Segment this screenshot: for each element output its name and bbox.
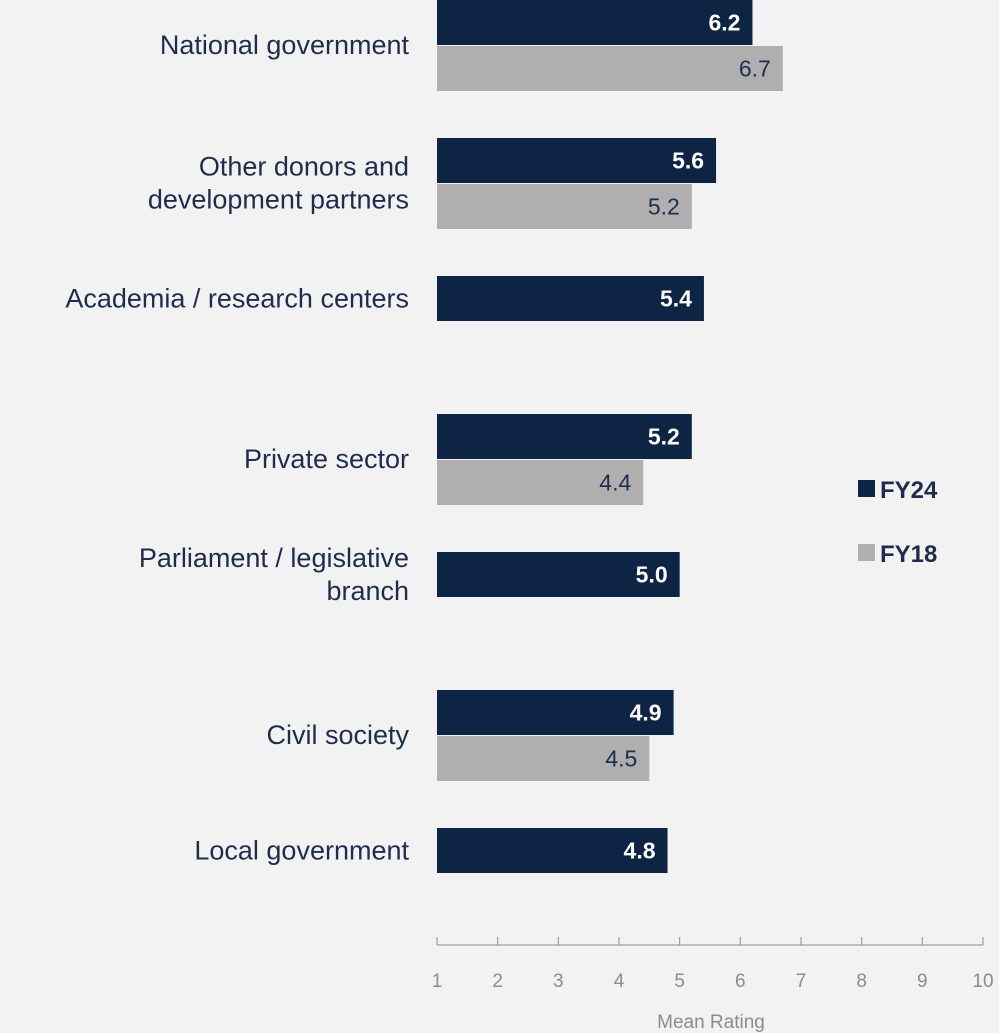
data-label: 5.0 bbox=[636, 562, 668, 588]
data-label: 4.4 bbox=[599, 470, 631, 496]
category-label: Academia / research centers bbox=[65, 284, 409, 314]
data-label: 4.8 bbox=[624, 838, 656, 864]
legend-swatch-fy18 bbox=[858, 544, 875, 561]
legend: FY24 FY18 bbox=[858, 477, 938, 568]
category-label: Private sector bbox=[244, 444, 409, 474]
bar-fy18 bbox=[437, 46, 783, 91]
legend-label-fy18: FY18 bbox=[880, 541, 937, 568]
bar-fy18 bbox=[437, 736, 650, 781]
x-tick-label: 8 bbox=[856, 971, 867, 992]
x-tick-label: 10 bbox=[972, 971, 993, 992]
bar-fy18 bbox=[437, 184, 692, 229]
data-label: 5.2 bbox=[648, 424, 680, 450]
data-label: 6.7 bbox=[739, 56, 771, 82]
x-tick-label: 9 bbox=[917, 971, 928, 992]
x-tick-label: 2 bbox=[492, 971, 503, 992]
bar-fy24 bbox=[437, 690, 674, 735]
bar-fy24 bbox=[437, 552, 680, 597]
x-tick-label: 6 bbox=[735, 971, 746, 992]
x-axis: 1 2 3 4 5 6 7 8 9 10 bbox=[432, 937, 994, 992]
category-label: Civil society bbox=[266, 720, 409, 750]
data-label: 4.9 bbox=[630, 700, 662, 726]
x-tick-label: 7 bbox=[796, 971, 807, 992]
bars-group: 6.2 6.7 5.6 5.2 5.4 5.2 4.4 5.0 4.9 4.5 4.8 bbox=[437, 0, 783, 873]
x-tick-label: 3 bbox=[553, 971, 564, 992]
bar-fy24 bbox=[437, 414, 692, 459]
data-label: 6.2 bbox=[708, 10, 740, 36]
x-tick-label: 4 bbox=[614, 971, 625, 992]
category-label: Local government bbox=[194, 836, 409, 866]
bar-fy24 bbox=[437, 138, 717, 183]
data-label: 5.4 bbox=[660, 286, 692, 312]
category-label: branch bbox=[326, 576, 409, 606]
bar-fy24 bbox=[437, 0, 753, 45]
legend-label-fy24: FY24 bbox=[880, 477, 938, 504]
x-axis-title: Mean Rating bbox=[657, 1012, 765, 1033]
legend-swatch-fy24 bbox=[858, 480, 875, 497]
category-label: Other donors and bbox=[199, 152, 409, 182]
bar-fy24 bbox=[437, 828, 668, 873]
category-label: Parliament / legislative bbox=[139, 543, 409, 573]
data-label: 4.5 bbox=[605, 746, 637, 772]
x-tick-label: 5 bbox=[674, 971, 685, 992]
bar-fy24 bbox=[437, 276, 704, 321]
data-label: 5.2 bbox=[648, 194, 680, 220]
x-tick-label: 1 bbox=[432, 971, 443, 992]
data-label: 5.6 bbox=[672, 148, 704, 174]
category-labels: National government Other donors anddevel… bbox=[65, 30, 409, 866]
category-label: National government bbox=[160, 30, 410, 60]
bar-fy18 bbox=[437, 460, 644, 505]
category-label: development partners bbox=[148, 185, 409, 215]
